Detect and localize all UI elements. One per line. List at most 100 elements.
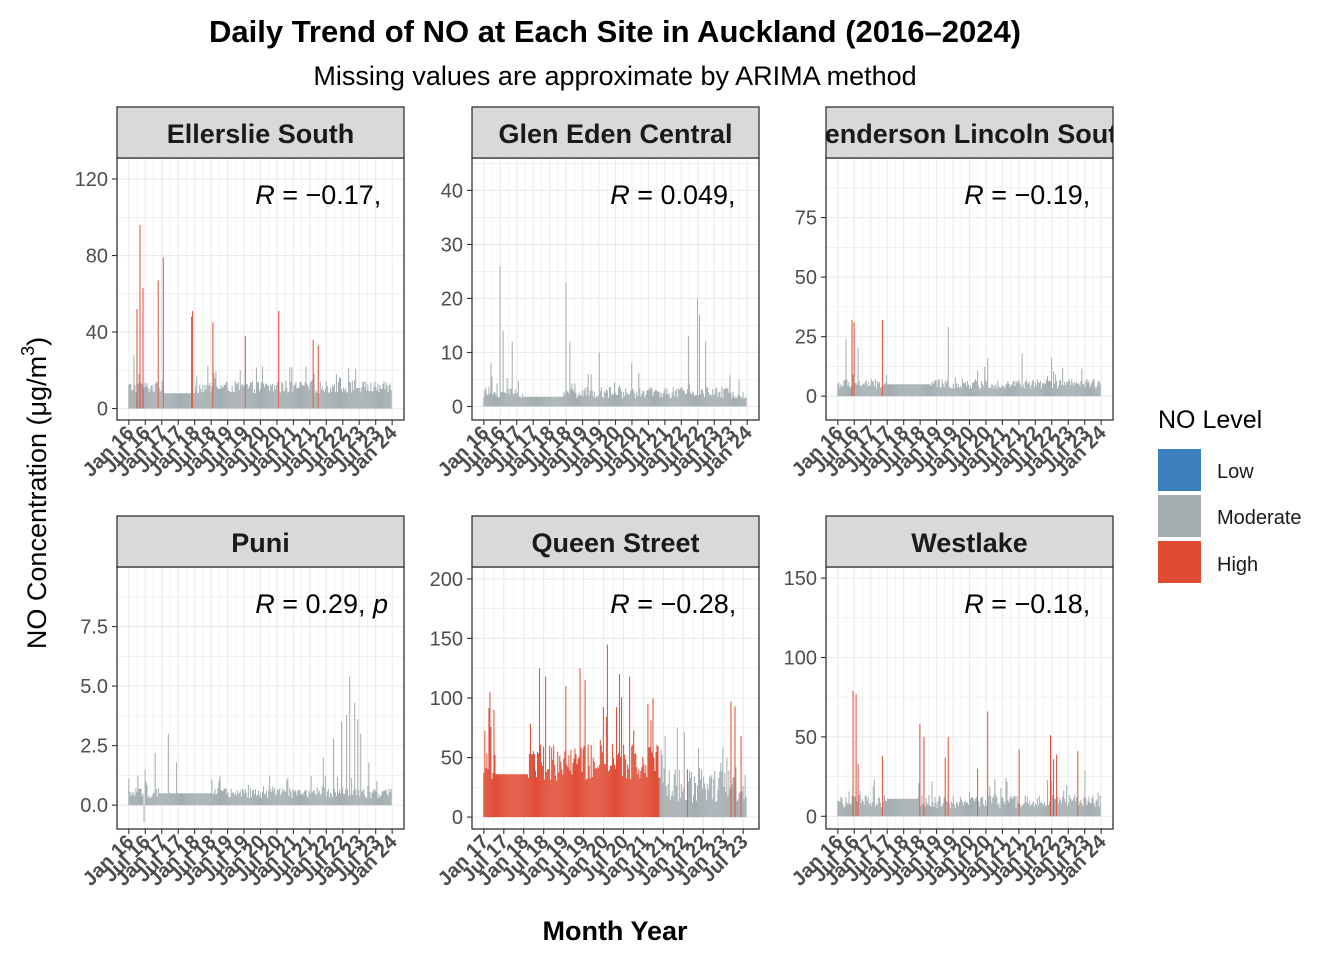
bar xyxy=(377,797,379,806)
bar xyxy=(969,388,970,397)
bar xyxy=(239,790,241,806)
bar xyxy=(231,385,233,409)
bar xyxy=(194,393,196,409)
bar xyxy=(948,803,950,817)
bar xyxy=(283,390,285,409)
bar xyxy=(136,309,138,409)
bar xyxy=(487,395,489,407)
bar xyxy=(355,368,357,409)
bar xyxy=(311,379,313,409)
bar xyxy=(869,385,871,397)
bar xyxy=(892,384,894,397)
bar xyxy=(939,796,941,817)
bar xyxy=(170,393,172,409)
bar xyxy=(987,358,989,397)
bar xyxy=(530,396,532,407)
bar xyxy=(600,387,602,407)
bar xyxy=(184,793,186,806)
bar xyxy=(250,797,252,806)
bar xyxy=(348,367,350,409)
bar xyxy=(692,795,694,818)
bar xyxy=(508,774,510,818)
bar xyxy=(594,397,596,407)
bar xyxy=(292,789,294,806)
bar xyxy=(898,384,900,397)
bar xyxy=(657,746,659,818)
bar xyxy=(273,391,275,409)
bar xyxy=(861,384,863,397)
bar xyxy=(308,389,310,409)
bar xyxy=(293,791,295,806)
bar xyxy=(718,777,720,818)
bar xyxy=(188,393,190,409)
bar xyxy=(1068,379,1070,397)
bar xyxy=(636,391,638,407)
bar xyxy=(356,388,358,409)
bar xyxy=(618,752,620,818)
bar xyxy=(630,390,632,407)
bar xyxy=(518,774,520,818)
bar xyxy=(516,774,518,818)
bar xyxy=(924,806,926,817)
bar xyxy=(279,788,281,806)
bar xyxy=(726,388,728,407)
bar xyxy=(579,395,581,407)
bar xyxy=(179,393,181,409)
bar xyxy=(300,794,302,806)
bar xyxy=(696,800,698,818)
bar xyxy=(744,397,746,407)
bar xyxy=(218,388,220,409)
bar xyxy=(1059,798,1061,817)
facet-strip xyxy=(825,515,1114,568)
bar xyxy=(1034,382,1036,397)
bar xyxy=(304,382,306,409)
bar xyxy=(711,395,713,407)
bar xyxy=(910,798,912,817)
bar xyxy=(514,774,516,818)
bar xyxy=(858,795,860,817)
bar xyxy=(613,764,615,818)
bar xyxy=(637,395,639,407)
y-tick-label: 150 xyxy=(430,628,463,650)
bar xyxy=(1026,382,1028,397)
bar xyxy=(714,393,716,407)
bar xyxy=(563,391,565,407)
bar xyxy=(846,379,848,397)
bar xyxy=(519,774,521,818)
bar xyxy=(1016,796,1018,817)
bar xyxy=(565,686,567,818)
bar xyxy=(997,804,999,817)
bar xyxy=(220,384,222,409)
bar xyxy=(297,388,299,409)
bar xyxy=(719,391,721,407)
bar xyxy=(659,397,661,407)
bar xyxy=(275,389,277,409)
bar xyxy=(309,382,311,409)
bar xyxy=(685,393,687,407)
bar xyxy=(236,383,238,409)
bar xyxy=(517,774,519,818)
bar xyxy=(492,772,494,818)
bar xyxy=(144,382,146,409)
bar xyxy=(961,802,963,817)
bar xyxy=(1061,803,1063,817)
bar xyxy=(710,777,712,818)
bar xyxy=(141,384,143,409)
bar xyxy=(1012,797,1014,817)
bar xyxy=(178,393,180,409)
bar xyxy=(708,789,710,818)
bar xyxy=(229,796,231,806)
bar xyxy=(973,383,975,397)
bar xyxy=(629,394,631,407)
facet-strip-label: Henderson Lincoln South xyxy=(805,119,1134,149)
bar xyxy=(927,384,929,397)
bar xyxy=(383,381,385,409)
bar xyxy=(317,345,319,409)
bar xyxy=(1045,804,1047,817)
bar xyxy=(1037,805,1039,817)
bar xyxy=(336,392,338,409)
bar xyxy=(717,396,719,407)
bar xyxy=(737,799,739,818)
